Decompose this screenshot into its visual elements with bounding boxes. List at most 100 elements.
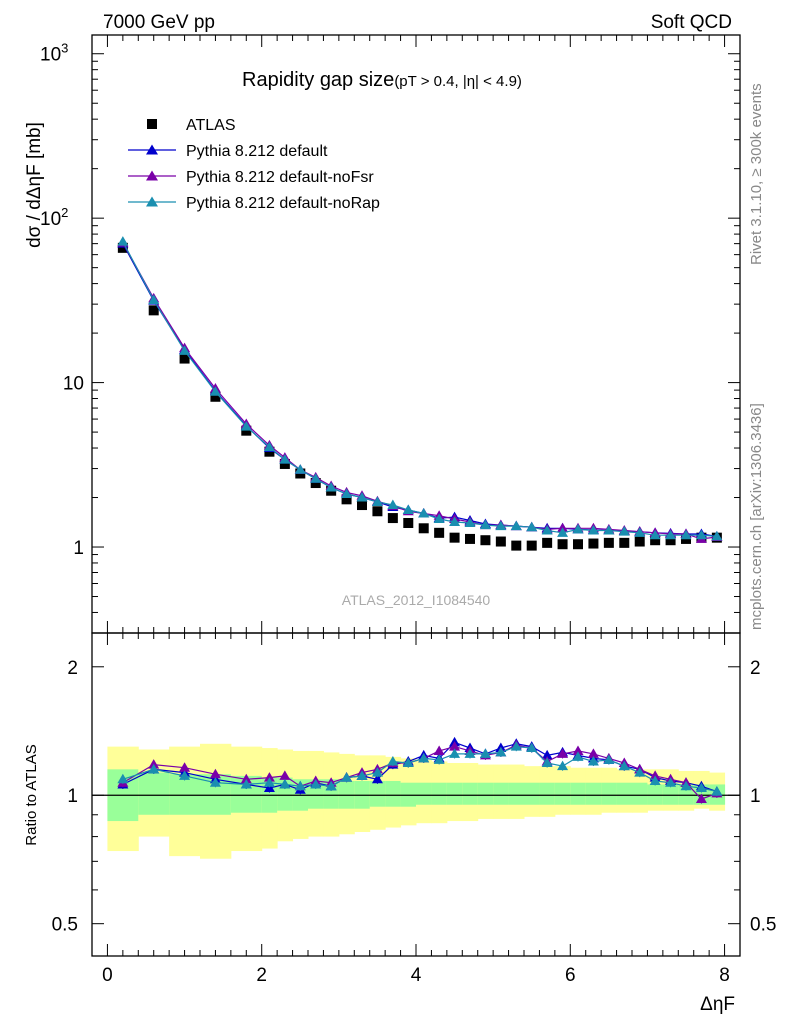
ratio-data-point [402, 757, 414, 768]
legend-item-default: Pythia 8.212 default [128, 143, 328, 160]
mc-data-point [433, 513, 445, 524]
beam-label: 7000 GeV pp [103, 12, 215, 33]
ratio-data-point [587, 748, 599, 758]
atlas-data-point [210, 391, 221, 402]
mc-data-point [603, 525, 615, 535]
legend-label-default: Pythia 8.212 default [186, 143, 328, 160]
mc-data-point [634, 527, 646, 537]
ratio-data-point [665, 777, 677, 787]
main-title: Rapidity gap size(pT > 0.4, |η| < 4.9) [242, 69, 522, 91]
x-axis-label: ΔηF [700, 994, 735, 1015]
mc-data-point [179, 345, 191, 355]
ratio-band-inner [493, 782, 510, 805]
ratio-data-point [695, 782, 707, 792]
main-title-cuts: (pT > 0.4, |η| < 4.9) [394, 73, 522, 90]
ratio-data-marks [92, 736, 740, 804]
ratio-data-point [263, 772, 275, 782]
ratio-y-tick-label: 2 [67, 658, 78, 679]
ratio-data-point [371, 773, 383, 784]
x-tick-label: 4 [411, 965, 422, 986]
ratio-axes: 0.5 0.5 1 1 2 2 0 2 4 6 8 [52, 632, 776, 986]
legend-label-atlas: ATLAS [186, 117, 236, 134]
atlas-data-point [403, 517, 414, 528]
mc-data-point [510, 520, 522, 531]
main-y-tick-label: 1 [73, 538, 84, 559]
ratio-band-inner [416, 782, 432, 805]
mc-data-point [495, 520, 507, 531]
main-title-text: Rapidity gap size [242, 69, 394, 91]
ratio-data-point [510, 741, 522, 751]
ratio-data-point [557, 748, 569, 758]
x-tick-label: 8 [719, 965, 730, 986]
ratio-data-point [649, 770, 661, 780]
main-y-axis-label: dσ / dΔηF [mb] [24, 122, 45, 248]
mc-data-point [665, 529, 677, 540]
mc-data-point [541, 525, 553, 535]
ratio-data-point [479, 748, 491, 758]
ratio-band-inner [138, 772, 170, 815]
mc-data-point [587, 525, 599, 535]
ratio-data-point [541, 757, 553, 768]
ratio-data-point [240, 778, 252, 789]
ratio-data-point [148, 763, 160, 774]
legend-item-nofsr: Pythia 8.212 default-noFsr [128, 169, 374, 186]
atlas-data-point [573, 539, 583, 550]
mc-data-point [117, 236, 129, 246]
ratio-band-inner [508, 782, 525, 805]
ratio-data-point [263, 777, 275, 787]
main-data-marks [117, 236, 723, 551]
mc-data-point [479, 519, 491, 530]
ratio-data-point [541, 749, 553, 760]
ratio-band-inner [554, 782, 571, 805]
ratio-data-point [618, 760, 630, 771]
ratio-y-tick-label-right: 0.5 [750, 915, 776, 936]
ratio-panel: 0.5 0.5 1 1 2 2 0 2 4 6 8 Ratio to ATLAS ΔηF [23, 632, 776, 1015]
legend-marker-default [146, 144, 158, 155]
atlas-data-point [603, 537, 614, 548]
ratio-data-point [179, 762, 191, 772]
mc-data-point [209, 386, 221, 396]
mc-data-point [356, 492, 368, 502]
atlas-data-point [511, 540, 522, 551]
legend-item-atlas: ATLAS [147, 117, 236, 134]
atlas-data-point [557, 539, 568, 550]
ratio-data-point [649, 775, 661, 785]
ratio-band-inner [585, 782, 602, 805]
ratio-band-inner [647, 784, 664, 805]
ratio-data-point [495, 746, 507, 757]
legend-marker-norap [146, 196, 158, 207]
ratio-data-point [464, 748, 476, 758]
atlas-data-point [179, 353, 190, 364]
ratio-data-point [294, 780, 306, 791]
tick-label-exponent: 3 [61, 41, 68, 56]
mc-data-point [310, 473, 322, 483]
ratio-band-inner [524, 782, 540, 805]
analysis-label: ATLAS_2012_I1084540 [342, 592, 491, 608]
ratio-band-inner [616, 782, 633, 805]
x-tick-label: 2 [256, 965, 267, 986]
ratio-band-inner [632, 782, 648, 805]
tick-label-base: 10 [40, 45, 61, 66]
ratio-data-point [117, 773, 129, 784]
mc-data-point [371, 496, 383, 506]
atlas-data-point [310, 478, 321, 489]
mc-data-point [572, 523, 584, 534]
ratio-band-inner [570, 782, 587, 805]
ratio-data-point [449, 748, 461, 758]
tick-label-exponent: 2 [61, 205, 68, 220]
atlas-data-point [148, 305, 159, 316]
ratio-data-point [371, 767, 383, 777]
ratio-band-inner [462, 782, 479, 805]
atlas-data-point [357, 500, 367, 511]
ratio-data-point [310, 778, 322, 789]
mc-data-point [449, 516, 461, 526]
mc-data-point [341, 488, 353, 499]
legend-marker-atlas [147, 119, 157, 129]
atlas-data-point [418, 523, 429, 534]
mc-data-point [464, 517, 476, 527]
main-y-tick-label: 103 [40, 41, 68, 66]
ratio-data-point [603, 754, 615, 764]
atlas-data-point [665, 535, 676, 546]
legend-label-nofsr: Pythia 8.212 default-noFsr [186, 169, 374, 186]
